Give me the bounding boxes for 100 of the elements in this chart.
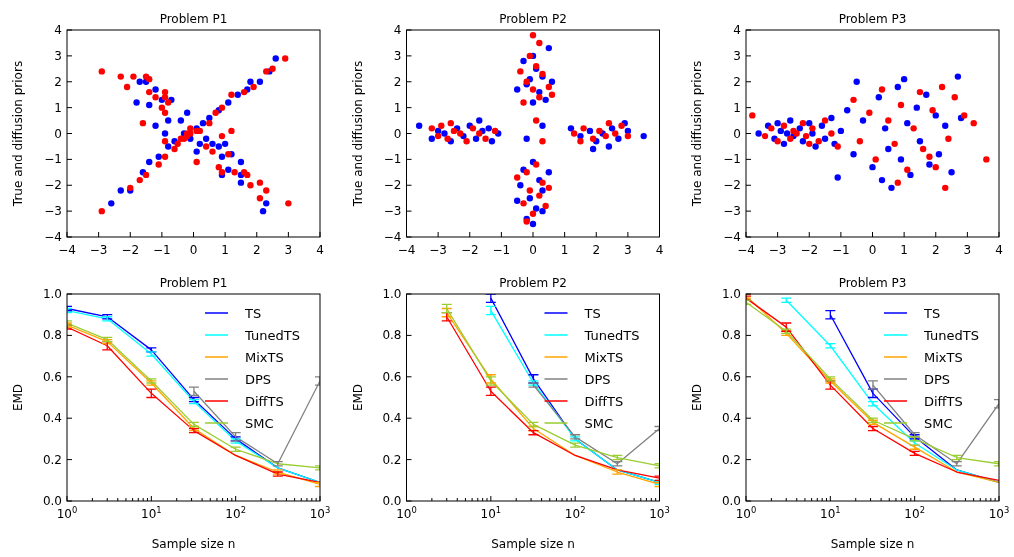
x-tick-label: −1: [492, 243, 511, 257]
legend-label: MixTS: [584, 349, 624, 365]
y-axis-title: True and diffusion priors: [350, 60, 365, 208]
legend-label: TS: [923, 305, 941, 321]
y-tick-label: −1: [44, 152, 62, 167]
y-tick-label: 2: [54, 74, 62, 89]
y-tick-label: −1: [723, 152, 741, 167]
chart-title: Problem P2: [499, 276, 567, 290]
y-tick-label: −3: [44, 204, 62, 219]
x-tick-label: 3: [624, 243, 632, 257]
legend-label: TS: [244, 305, 262, 321]
x-tick-label: 4: [995, 243, 1003, 257]
y-tick-label: 3: [54, 48, 62, 63]
legend-label: DPS: [245, 371, 272, 387]
x-tick-label: 1: [560, 243, 569, 257]
y-tick-label: 0.6: [42, 369, 62, 384]
y-tick-label: 1: [54, 100, 62, 115]
legend-label: DPS: [924, 371, 951, 387]
y-tick-label: −1: [383, 152, 402, 167]
y-tick-label: 0.0: [382, 494, 402, 508]
legend-label: MixTS: [245, 349, 284, 365]
x-tick-label: −1: [832, 243, 850, 257]
chart-title: Problem P3: [838, 12, 907, 26]
x-tick-label: −2: [800, 243, 819, 257]
y-tick-label: 0.8: [721, 328, 741, 343]
y-axis-title: True and diffusion priors: [11, 60, 25, 208]
y-tick-label: 1: [393, 100, 402, 115]
y-tick-label: 0.6: [721, 369, 741, 384]
x-tick-label: −2: [121, 243, 140, 257]
x-tick-label: 0: [868, 243, 877, 257]
y-tick-label: 0: [733, 126, 741, 141]
y-tick-label: −4: [383, 230, 402, 244]
y-tick-label: 2: [393, 74, 402, 89]
y-axis-title: EMD: [11, 383, 25, 412]
y-tick-label: 0.4: [382, 411, 402, 426]
y-axis-title: EMD: [350, 383, 365, 412]
x-tick-label: −2: [460, 243, 479, 257]
x-tick-label: 10$^{2}$: [904, 505, 925, 521]
y-tick-label: 0.0: [721, 494, 741, 508]
x-tick-label: 10$^{3}$: [988, 505, 1010, 521]
legend-label: TunedTS: [923, 327, 979, 343]
y-tick-label: 0.8: [382, 328, 402, 343]
legend-label: DiffTS: [245, 393, 284, 409]
x-tick-label: 2: [252, 243, 261, 257]
y-tick-label: 0.8: [42, 328, 62, 343]
legend-label: TunedTS: [244, 327, 300, 343]
legend-label: DiffTS: [584, 393, 624, 409]
x-tick-label: −3: [768, 243, 787, 257]
x-tick-label: 4: [316, 243, 324, 257]
x-tick-label: 10$^{0}$: [396, 505, 417, 521]
legend-label: TunedTS: [583, 327, 640, 343]
x-tick-label: 1: [221, 243, 229, 257]
y-tick-label: 4: [54, 23, 62, 37]
x-tick-label: 3: [284, 243, 293, 257]
y-tick-label: −3: [383, 204, 402, 219]
x-tick-label: 10$^{1}$: [141, 505, 162, 521]
legend-label: DPS: [584, 371, 611, 387]
x-tick-label: 10$^{0}$: [56, 505, 78, 521]
x-tick-label: 10$^{2}$: [564, 505, 586, 521]
legend-label: DiffTS: [924, 393, 963, 409]
y-tick-label: −2: [383, 178, 402, 193]
y-tick-label: 0.2: [721, 452, 741, 467]
y-axis-title: True and diffusion priors: [690, 60, 704, 208]
x-tick-label: 4: [655, 243, 664, 257]
y-tick-label: 0.2: [382, 452, 402, 467]
x-tick-label: 10$^{3}$: [309, 505, 331, 521]
legend-label: SMC: [584, 415, 614, 431]
y-axis-title: EMD: [690, 383, 704, 412]
y-tick-label: 0.6: [382, 369, 402, 384]
y-tick-label: −2: [723, 178, 741, 193]
x-tick-label: 1: [900, 243, 908, 257]
chart-title: Problem P3: [838, 276, 907, 290]
y-tick-label: 4: [393, 23, 402, 37]
x-tick-label: 2: [592, 243, 601, 257]
x-tick-label: 3: [963, 243, 972, 257]
y-tick-label: 1.0: [42, 287, 62, 301]
legend-label: MixTS: [924, 349, 963, 365]
legend-label: TS: [583, 305, 601, 321]
x-axis-title: Sample size n: [151, 537, 236, 551]
x-tick-label: −1: [153, 243, 171, 257]
x-tick-label: 10$^{1}$: [820, 505, 841, 521]
x-tick-label: 10$^{2}$: [225, 505, 246, 521]
chart-title: Problem P1: [159, 12, 228, 26]
legend-label: SMC: [245, 415, 274, 431]
chart-title: Problem P1: [159, 276, 228, 290]
x-tick-label: 10$^{3}$: [649, 505, 670, 521]
chart-title: Problem P2: [499, 12, 567, 26]
y-tick-label: 1.0: [721, 287, 741, 301]
x-axis-title: Sample size n: [830, 537, 915, 551]
x-tick-label: 10$^{0}$: [735, 505, 757, 521]
y-tick-label: 3: [393, 48, 402, 63]
y-tick-label: 1.0: [382, 287, 402, 301]
x-tick-label: 10$^{1}$: [480, 505, 502, 521]
y-tick-label: −2: [44, 178, 62, 193]
y-tick-label: −4: [44, 230, 62, 244]
x-tick-label: 2: [931, 243, 940, 257]
y-tick-label: 0.4: [42, 411, 62, 426]
y-tick-label: 0.4: [721, 411, 741, 426]
y-tick-label: 3: [733, 48, 741, 63]
y-tick-label: 1: [733, 100, 741, 115]
